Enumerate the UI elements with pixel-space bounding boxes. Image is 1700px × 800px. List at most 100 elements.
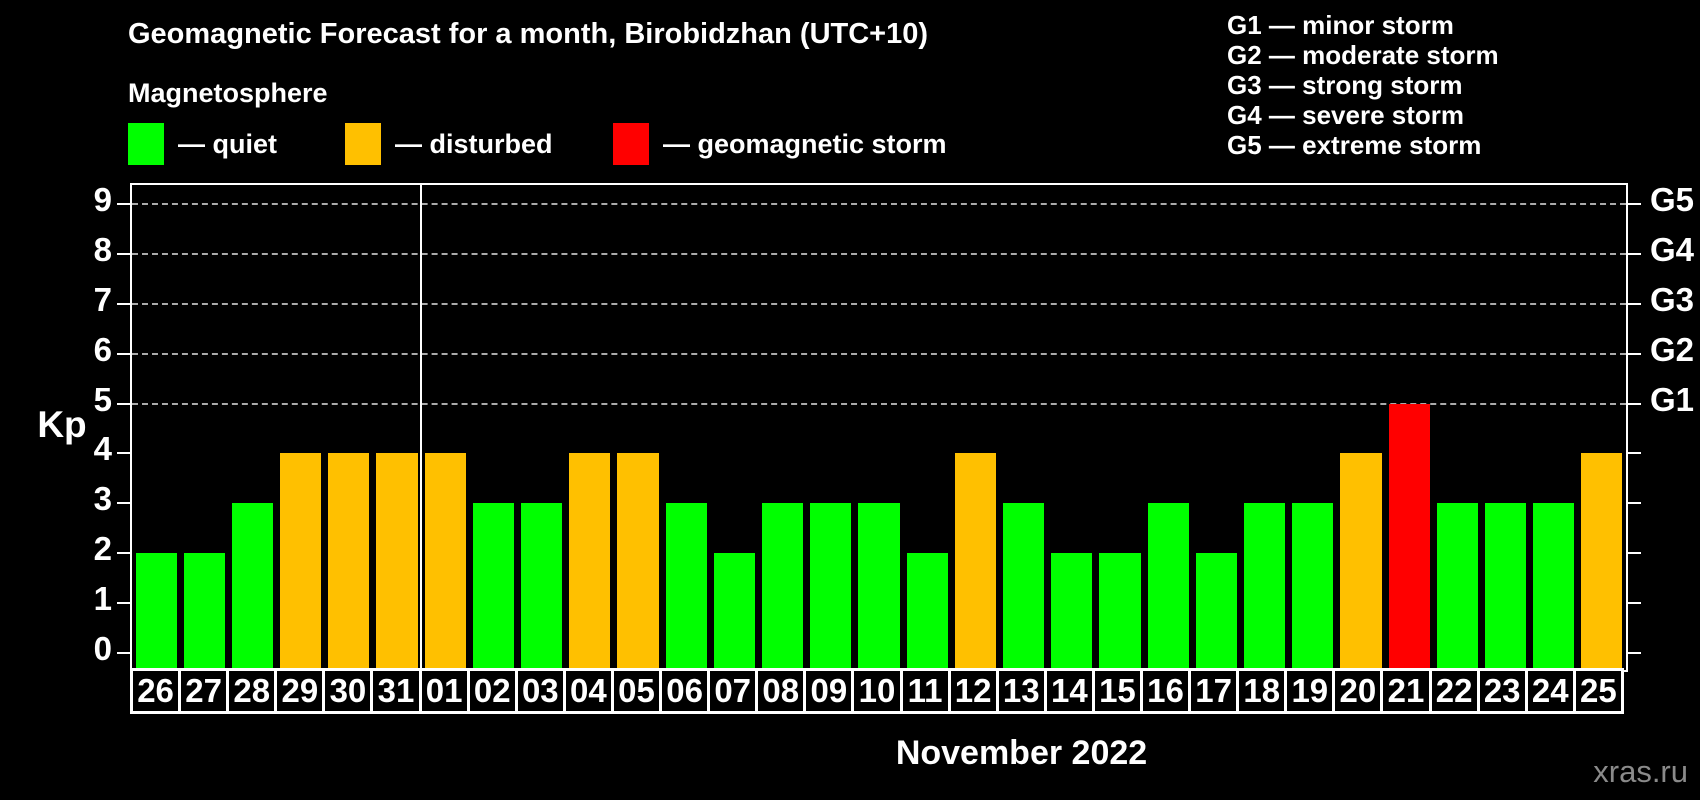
- bar-day-05: [617, 453, 659, 670]
- g-scale-legend-line-2: G2 — moderate storm: [1227, 40, 1499, 70]
- day-label-01: 01: [418, 668, 470, 714]
- g-scale-legend-line-5: G5 — extreme storm: [1227, 130, 1482, 160]
- day-label-17: 17: [1188, 668, 1240, 714]
- chart-title: Geomagnetic Forecast for a month, Birobi…: [128, 18, 929, 50]
- day-label-09: 09: [803, 668, 855, 714]
- magnetosphere-legend: — quiet — disturbed — geomagnetic storm: [128, 122, 1128, 166]
- kp-axis-title: Kp: [37, 404, 87, 445]
- day-label-31: 31: [370, 668, 422, 714]
- legend-label-quiet: — quiet: [178, 128, 277, 159]
- left-tick-kp2: [117, 552, 130, 555]
- kp-tick-label-0: 0: [93, 630, 112, 667]
- day-label-19: 19: [1284, 668, 1336, 714]
- bar-day-20: [1340, 453, 1382, 670]
- kp-tick-label-7: 7: [93, 280, 112, 318]
- day-label-10: 10: [851, 668, 903, 714]
- day-label-07: 07: [707, 668, 759, 714]
- bar-day-29: [280, 453, 322, 670]
- kp-tick-label-1: 1: [93, 580, 112, 618]
- right-tick-kp4: [1628, 452, 1641, 455]
- right-tick-kp5: [1628, 402, 1641, 405]
- right-tick-kp2: [1628, 552, 1641, 555]
- kp-tick-label-3: 3: [93, 480, 112, 518]
- day-label-28: 28: [226, 668, 278, 714]
- bar-day-27: [183, 553, 225, 670]
- day-label-18: 18: [1236, 668, 1288, 714]
- bar-day-09: [810, 503, 852, 670]
- legend-swatch-quiet: [128, 123, 164, 165]
- right-tick-kp7: [1628, 302, 1641, 305]
- month-axis-title: November 2022: [895, 734, 1148, 772]
- watermark: xras.ru: [1593, 754, 1688, 789]
- bar-day-01: [424, 453, 466, 670]
- day-label-06: 06: [659, 668, 711, 714]
- g-axis-label-g4: G4: [1650, 230, 1695, 268]
- legend-swatch-disturbed: [345, 123, 381, 165]
- gridline-kp7: [132, 302, 1626, 305]
- g-scale-legend-line-4: G4 — severe storm: [1227, 100, 1465, 130]
- left-tick-kp3: [117, 502, 130, 505]
- bar-day-16: [1147, 503, 1189, 670]
- day-label-13: 13: [995, 668, 1047, 714]
- plot-area: [117, 183, 1641, 672]
- legend-label-disturbed: — disturbed: [395, 128, 553, 159]
- bar-day-13: [1002, 503, 1045, 670]
- day-label-15: 15: [1091, 668, 1143, 714]
- g-scale-legend-line-1: G1 — minor storm: [1227, 10, 1454, 40]
- legend-item-quiet: — quiet: [128, 122, 277, 166]
- day-label-11: 11: [899, 668, 951, 714]
- gridline-kp5: [132, 402, 1626, 405]
- day-label-04: 04: [562, 668, 614, 714]
- kp-tick-label-9: 9: [93, 181, 112, 218]
- day-label-25: 25: [1572, 668, 1624, 714]
- bar-day-18: [1243, 503, 1286, 670]
- bar-day-08: [762, 503, 804, 670]
- left-tick-kp7: [117, 302, 130, 305]
- bar-day-31: [376, 453, 418, 670]
- kp-tick-label-8: 8: [93, 230, 112, 268]
- day-label-29: 29: [274, 668, 326, 714]
- left-tick-kp1: [117, 602, 130, 605]
- bar-day-21: [1388, 403, 1430, 670]
- bar-day-11: [906, 553, 948, 670]
- day-label-03: 03: [514, 668, 566, 714]
- bar-day-02: [472, 503, 515, 670]
- day-label-26: 26: [130, 668, 182, 714]
- left-tick-kp0: [117, 652, 130, 654]
- g-axis-label-g1: G1: [1650, 380, 1695, 418]
- bar-day-23: [1484, 503, 1527, 670]
- day-label-08: 08: [755, 668, 807, 714]
- day-label-02: 02: [466, 668, 518, 714]
- kp-tick-label-2: 2: [93, 530, 112, 568]
- bar-day-22: [1436, 503, 1478, 670]
- month-separator-line: [420, 185, 423, 670]
- legend-label-storm: — geomagnetic storm: [663, 128, 947, 159]
- left-tick-kp8: [117, 252, 130, 255]
- g-scale-legend-line-3: G3 — strong storm: [1227, 70, 1463, 100]
- bar-day-24: [1533, 503, 1575, 670]
- g-axis-label-g5: G5: [1650, 181, 1695, 218]
- day-label-21: 21: [1380, 668, 1432, 714]
- right-tick-kp6: [1628, 352, 1641, 355]
- day-label-20: 20: [1332, 668, 1384, 714]
- bar-day-06: [665, 503, 707, 670]
- bar-day-04: [569, 453, 611, 670]
- legend-item-disturbed: — disturbed: [345, 122, 553, 166]
- g-axis-label-g2: G2: [1650, 330, 1695, 368]
- right-tick-kp1: [1628, 602, 1641, 605]
- left-tick-kp4: [117, 452, 130, 455]
- day-label-23: 23: [1476, 668, 1528, 714]
- bar-day-07: [713, 553, 755, 670]
- day-label-14: 14: [1043, 668, 1095, 714]
- kp-tick-label-5: 5: [93, 380, 112, 418]
- left-tick-kp6: [117, 352, 130, 355]
- gridline-kp8: [132, 252, 1626, 255]
- bar-day-19: [1292, 503, 1334, 670]
- gridline-kp6: [132, 352, 1626, 355]
- bar-day-26: [135, 553, 177, 670]
- gridline-kp9: [132, 203, 1626, 205]
- kp-tick-label-6: 6: [93, 330, 112, 368]
- magnetosphere-legend-heading: Magnetosphere: [128, 78, 328, 108]
- kp-tick-label-4: 4: [93, 430, 112, 468]
